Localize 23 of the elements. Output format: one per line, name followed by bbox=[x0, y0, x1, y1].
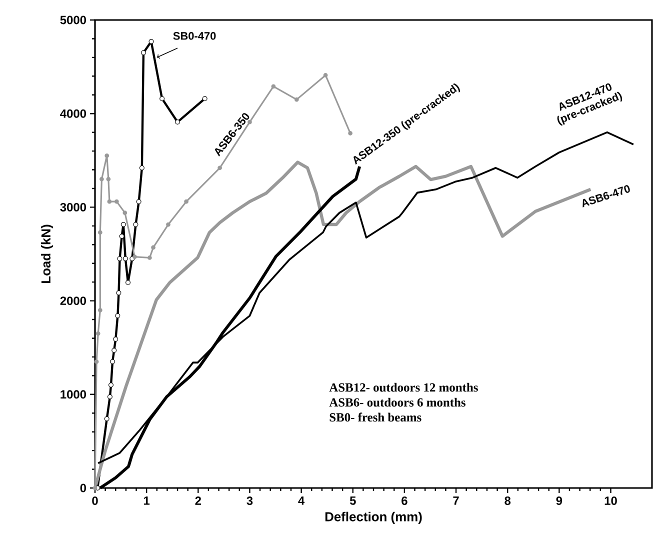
y-tick-label: 1000 bbox=[60, 390, 86, 399]
y-tick-label: 5000 bbox=[60, 16, 86, 24]
x-tick-label: 7 bbox=[453, 496, 459, 505]
x-tick-label: 10 bbox=[604, 496, 617, 505]
x-tick-label: 2 bbox=[195, 496, 201, 505]
x-tick-label: 5 bbox=[350, 496, 356, 505]
annotation: ASB12- outdoors 12 months bbox=[329, 382, 478, 392]
y-tick-label: 0 bbox=[80, 484, 86, 492]
x-tick-label: 0 bbox=[92, 496, 98, 505]
x-tick-label: 4 bbox=[298, 496, 305, 505]
y-tick-label: 2000 bbox=[60, 296, 86, 306]
annotation: SB0- fresh beams bbox=[330, 412, 422, 422]
x-tick-label: 1 bbox=[144, 496, 150, 505]
x-tick-label: 6 bbox=[402, 496, 408, 505]
y-tick-label: 4000 bbox=[60, 109, 86, 118]
x-tick-label: 8 bbox=[504, 496, 511, 505]
series-label: SB0-470 bbox=[173, 32, 216, 40]
x-tick-label: 3 bbox=[246, 496, 253, 505]
x-tick-label: 9 bbox=[556, 496, 562, 505]
y-axis-title: Load (kN) bbox=[40, 224, 54, 283]
y-tick-label: 3000 bbox=[60, 202, 86, 212]
x-axis-title: Deflection (mm) bbox=[325, 512, 422, 524]
annotation: ASB6- outdoors 6 months bbox=[329, 398, 466, 407]
